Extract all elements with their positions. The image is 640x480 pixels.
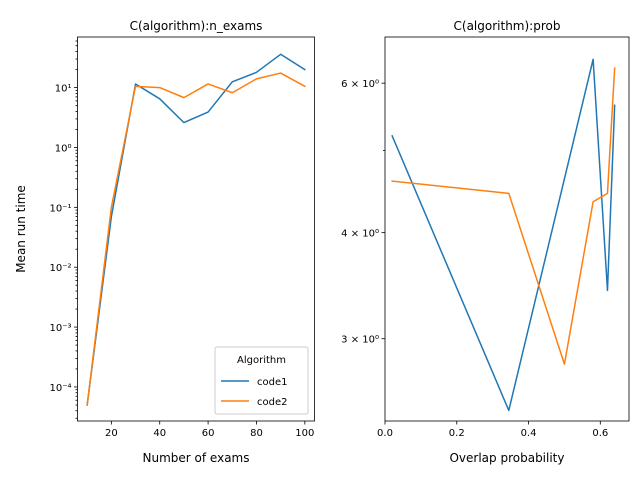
legend-title: Algorithm xyxy=(237,355,286,366)
x-tick-label: 0.6 xyxy=(592,428,608,439)
y-tick-label: 6 × 10⁰ xyxy=(341,79,379,90)
x-tick-label: 0.2 xyxy=(449,428,465,439)
tick-layer: 0.0 0.2 0.4 0.6 3 × 10⁰ 4 × 10⁰ 6 × 10⁰ xyxy=(341,79,608,439)
legend-label-code1: code1 xyxy=(257,377,287,388)
plot-frame xyxy=(384,36,630,422)
y-tick-label: 10⁰ xyxy=(55,143,72,154)
chart-panel-n-exams: C(algorithm):n_exams Number of exams Mea… xyxy=(14,19,315,465)
y-tick-label: 10⁻⁴ xyxy=(49,383,71,394)
series-line-code2 xyxy=(86,72,306,406)
series-line-code2 xyxy=(391,67,616,365)
x-tick-label: 40 xyxy=(153,428,166,439)
tick-layer: 20 40 60 80 100 10⁻⁴ 10⁻³ 10⁻² 10⁻¹ 10⁰ 10¹ xyxy=(49,40,314,439)
plot-frame xyxy=(77,36,315,422)
series-layer xyxy=(391,58,616,412)
chart-panel-prob: C(algorithm):prob Overlap probability 0.… xyxy=(341,19,630,465)
y-axis-label: Mean run time xyxy=(14,185,28,273)
y-tick-label: 10⁻³ xyxy=(49,323,71,334)
x-axis-label: Number of exams xyxy=(143,451,250,465)
y-tick-label: 4 × 10⁰ xyxy=(341,229,379,240)
chart-title: C(algorithm):prob xyxy=(454,19,561,33)
legend-label-code2: code2 xyxy=(257,397,287,408)
y-tick-label: 10⁻² xyxy=(49,263,71,274)
y-tick-label: 10¹ xyxy=(55,84,72,95)
series-layer xyxy=(86,53,306,406)
legend-box xyxy=(214,346,309,415)
x-tick-label: 60 xyxy=(202,428,215,439)
x-tick-label: 100 xyxy=(295,428,314,439)
x-tick-label: 80 xyxy=(250,428,263,439)
y-tick-label: 10⁻¹ xyxy=(49,203,71,214)
series-line-code1 xyxy=(391,58,616,412)
x-axis-label: Overlap probability xyxy=(449,451,564,465)
y-tick-label: 3 × 10⁰ xyxy=(341,335,379,346)
x-tick-label: 20 xyxy=(105,428,118,439)
chart-title: C(algorithm):n_exams xyxy=(130,19,263,33)
legend: Algorithm code1 code2 xyxy=(214,346,309,415)
x-tick-label: 0.0 xyxy=(377,428,393,439)
x-tick-label: 0.4 xyxy=(521,428,537,439)
